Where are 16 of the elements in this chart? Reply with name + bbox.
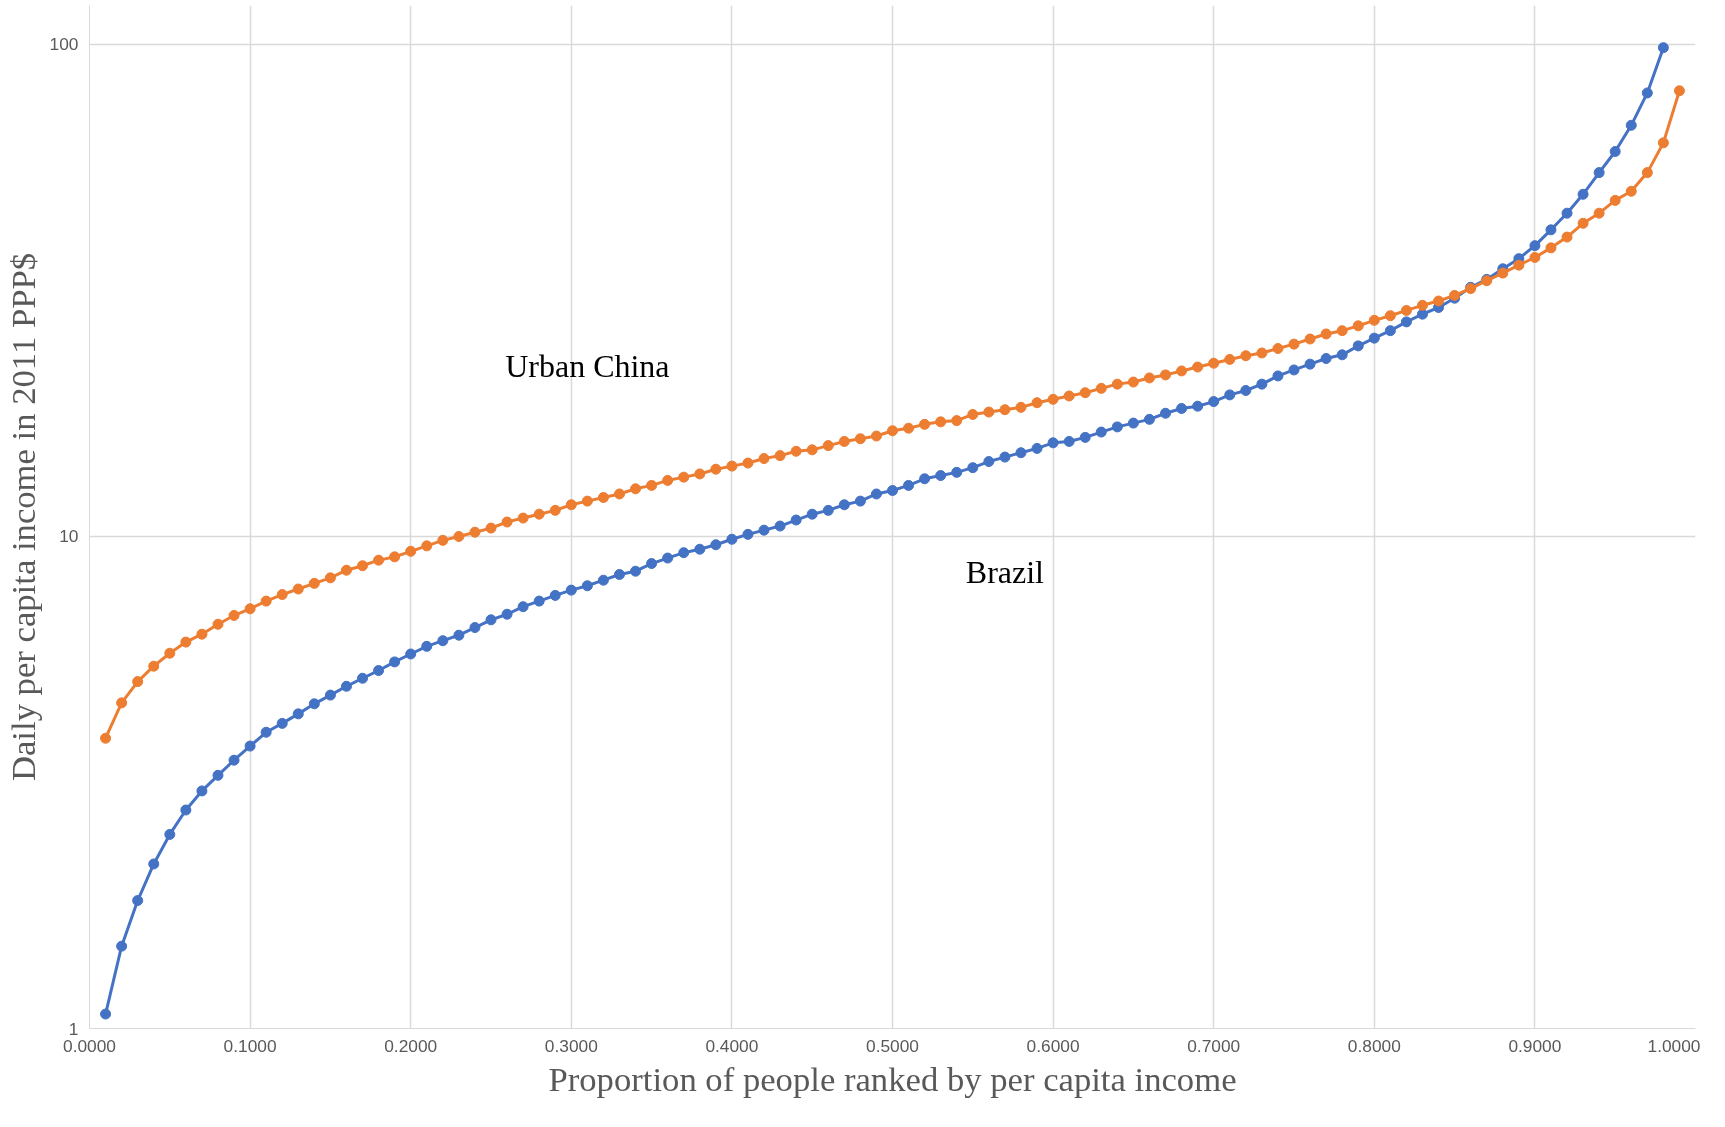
x-tick-label: 0.1000 — [223, 1035, 277, 1056]
x-tick-label: 0.6000 — [1026, 1035, 1080, 1056]
y-axis-title: Daily per capita income in 2011 PPP$ — [3, 252, 42, 782]
text: Brazil — [965, 554, 1045, 591]
x-tick-label: 0.2000 — [384, 1035, 438, 1056]
x-tick-label: 1.0000 — [1647, 1035, 1701, 1056]
x-tick-label: 0.8000 — [1347, 1035, 1401, 1056]
x-tick-label: 0.7000 — [1187, 1035, 1241, 1056]
x-tick-label: 0.4000 — [705, 1035, 759, 1056]
x-tick-label: 0.9000 — [1508, 1035, 1562, 1056]
x-tick-label: 0.5000 — [866, 1035, 919, 1056]
text: Urban China — [505, 348, 670, 385]
x-axis-title: Proportion of people ranked by per capita income — [548, 1059, 1237, 1098]
y-tick-label: 100 — [49, 34, 79, 55]
x-tick-label: 0.3000 — [544, 1035, 598, 1056]
y-tick-label: 10 — [59, 526, 79, 547]
